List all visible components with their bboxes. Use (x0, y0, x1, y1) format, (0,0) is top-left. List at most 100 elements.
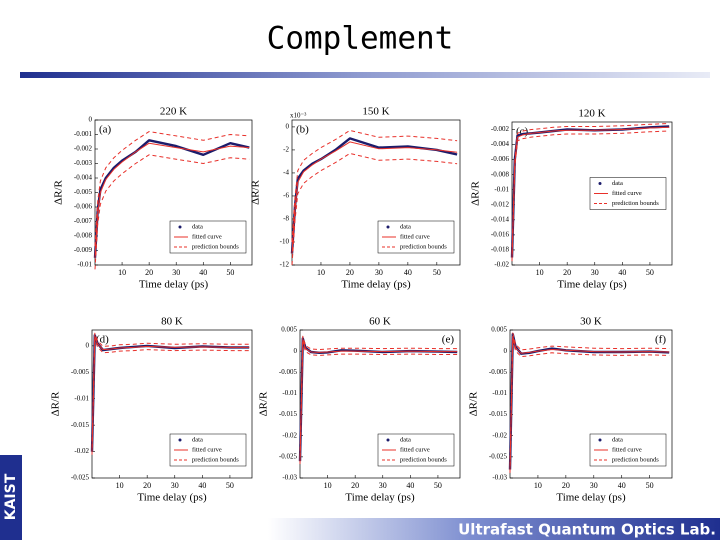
legend-label: fitted curve (400, 446, 430, 453)
bound-line (291, 152, 458, 266)
y-tick-label: -0.009 (74, 246, 93, 254)
y-tick-label: -0.003 (74, 159, 93, 167)
x-tick-label: 50 (646, 268, 654, 277)
y-axis-label: ΔR/R (258, 391, 270, 416)
legend-label: prediction bounds (612, 456, 659, 463)
bound-line (511, 123, 670, 254)
y-tick-label: -0.025 (71, 474, 90, 482)
y-tick-label: -0.005 (71, 368, 90, 376)
legend-label: prediction bounds (192, 456, 239, 463)
x-tick-label: 50 (646, 481, 654, 490)
legend-label: fitted curve (612, 446, 642, 453)
logo-band (0, 455, 22, 540)
chart-title: 60 K (369, 316, 391, 328)
fit-line (94, 142, 250, 258)
y-axis-label: ΔR/R (50, 391, 62, 416)
x-axis-label: Time delay (ps) (345, 492, 415, 504)
x-tick-label: 30 (591, 268, 599, 277)
legend-label: fitted curve (192, 446, 222, 453)
x-tick-label: 30 (171, 481, 179, 490)
x-tick-label: 40 (404, 268, 412, 277)
x-tick-label: 20 (143, 481, 151, 490)
x-tick-label: 30 (590, 481, 598, 490)
panel-label: (e) (442, 334, 455, 346)
y-tick-label: -0.01 (282, 389, 297, 397)
fit-line (91, 335, 250, 452)
x-tick-label: 40 (199, 268, 207, 277)
y-tick-label: -0.005 (489, 368, 508, 376)
x-tick-label: 40 (406, 481, 414, 490)
footer: Ultrafast Quantum Optics Lab. (458, 521, 716, 539)
y-tick-label: -6 (283, 192, 289, 200)
y-tick-label: -0.002 (74, 145, 93, 153)
x-tick-label: 10 (536, 268, 544, 277)
legend-label: prediction bounds (400, 456, 447, 463)
x-tick-label: 40 (198, 481, 206, 490)
x-axis-label: Time delay (ps) (556, 492, 626, 504)
legend-marker (386, 225, 390, 229)
chart-title: 80 K (161, 316, 183, 328)
legend-label: data (400, 436, 411, 443)
bound-line (511, 130, 670, 262)
title-rule (20, 72, 710, 78)
panel-label: (f) (655, 334, 666, 346)
legend-marker (178, 225, 182, 229)
legend-label: prediction bounds (612, 200, 659, 207)
bound-line (509, 339, 670, 473)
bound-line (91, 332, 250, 449)
x-axis-label: Time delay (ps) (137, 492, 207, 504)
bound-line (509, 332, 670, 467)
x-tick-label: 50 (226, 481, 234, 490)
x-tick-label: 10 (116, 481, 124, 490)
logo: KAIST (3, 473, 19, 520)
x-tick-label: 20 (346, 268, 354, 277)
y-tick-label: -0.018 (491, 246, 510, 254)
y-axis-label: ΔR/R (470, 180, 482, 205)
x-tick-label: 40 (618, 268, 626, 277)
y-tick-label: -0.01 (494, 185, 509, 193)
chart-title: 30 K (580, 316, 602, 328)
x-tick-label: 10 (317, 268, 325, 277)
y-tick-label: -0.005 (74, 188, 93, 196)
y-tick-label: -0.006 (491, 155, 510, 163)
y-tick-label: -0.025 (489, 452, 508, 460)
x-tick-label: 30 (375, 268, 383, 277)
y-tick-label: -8 (283, 215, 289, 223)
panel-label: (b) (296, 124, 309, 136)
panel-label: (d) (96, 334, 109, 346)
y-tick-label: -0.004 (74, 174, 93, 182)
x-tick-label: 20 (351, 481, 359, 490)
bound-line (299, 335, 458, 459)
y-tick-label: 0.005 (491, 326, 507, 334)
y-tick-label: -0.008 (74, 232, 93, 240)
y-tick-label: 0 (286, 123, 290, 131)
x-axis-label: Time delay (ps) (557, 279, 627, 291)
x-axis-label: Time delay (ps) (341, 279, 411, 291)
y-tick-label: -0.01 (77, 261, 92, 269)
x-tick-label: 30 (172, 268, 180, 277)
legend-label: data (192, 223, 203, 230)
x-tick-label: 50 (226, 268, 234, 277)
y-tick-label: -0.02 (282, 431, 297, 439)
fit-line (299, 338, 458, 462)
x-tick-label: 50 (434, 481, 442, 490)
chart-title: 120 K (578, 108, 605, 120)
y-tick-label: -0.02 (492, 431, 507, 439)
y-tick-label: -0.005 (279, 368, 298, 376)
y-tick-label: -0.014 (491, 215, 510, 223)
legend-label: data (612, 436, 623, 443)
chart-title: 150 K (362, 106, 389, 118)
x-tick-label: 20 (145, 268, 153, 277)
panel-label: (a) (99, 124, 112, 136)
bound-line (299, 341, 458, 465)
legend-marker (598, 438, 602, 442)
y-tick-label: 0 (294, 347, 298, 355)
y-tick-label: -0.004 (491, 140, 510, 148)
y-tick-label: -0.001 (74, 130, 93, 138)
y-tick-label: -0.002 (491, 125, 510, 133)
y-tick-label: -12 (280, 261, 290, 269)
y-tick-label: 0.005 (281, 326, 297, 334)
fit-line (291, 141, 458, 254)
y-tick-label: 0 (504, 347, 508, 355)
x-tick-label: 40 (618, 481, 626, 490)
